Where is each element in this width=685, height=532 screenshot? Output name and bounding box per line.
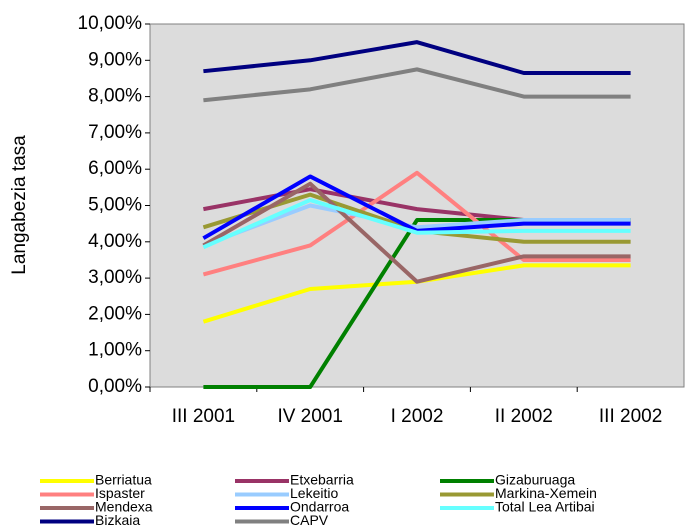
y-tick-label: 0,00% — [88, 376, 142, 397]
plot-area — [149, 23, 685, 388]
y-tick-label: 9,00% — [88, 49, 142, 70]
x-tick-label: IV 2001 — [277, 406, 343, 427]
series-line — [202, 181, 631, 284]
legend-label: Gizaburuaga — [495, 472, 575, 488]
legend-label: Mendexa — [95, 499, 153, 515]
y-tick-label: 2,00% — [88, 303, 142, 324]
y-tick-label: 1,00% — [88, 340, 142, 361]
legend-label: Ispaster — [95, 485, 145, 501]
y-tick-label: 3,00% — [88, 267, 142, 288]
x-tick-label: III 2001 — [172, 406, 235, 427]
legend-label: Bizkaia — [95, 512, 140, 528]
legend-label: Markina-Xemein — [495, 485, 597, 501]
x-tick-label: I 2002 — [391, 406, 444, 427]
x-tick-label: III 2002 — [599, 406, 662, 427]
series-line — [202, 203, 631, 248]
y-tick-label: 8,00% — [88, 86, 142, 107]
series-line — [202, 170, 631, 277]
series-line — [203, 40, 631, 76]
y-tick-label: 10,00% — [78, 13, 143, 34]
y-tick-label: 4,00% — [88, 231, 142, 252]
series-line — [203, 67, 631, 103]
y-tick-label: 5,00% — [88, 195, 142, 216]
legend-label: Etxebarria — [290, 472, 354, 488]
y-tick-label: 6,00% — [88, 158, 142, 179]
legend-label: Total Lea Artibai — [495, 499, 595, 515]
legend-label: CAPV — [290, 512, 329, 528]
series-line — [202, 198, 631, 250]
x-tick-label: II 2002 — [495, 406, 553, 427]
y-axis-label: Langabezia tasa — [9, 135, 30, 275]
y-tick-label: 7,00% — [88, 122, 142, 143]
legend-label: Lekeitio — [290, 485, 338, 501]
legend-label: Ondarroa — [290, 499, 349, 515]
legend-label: Berriatua — [95, 472, 152, 488]
